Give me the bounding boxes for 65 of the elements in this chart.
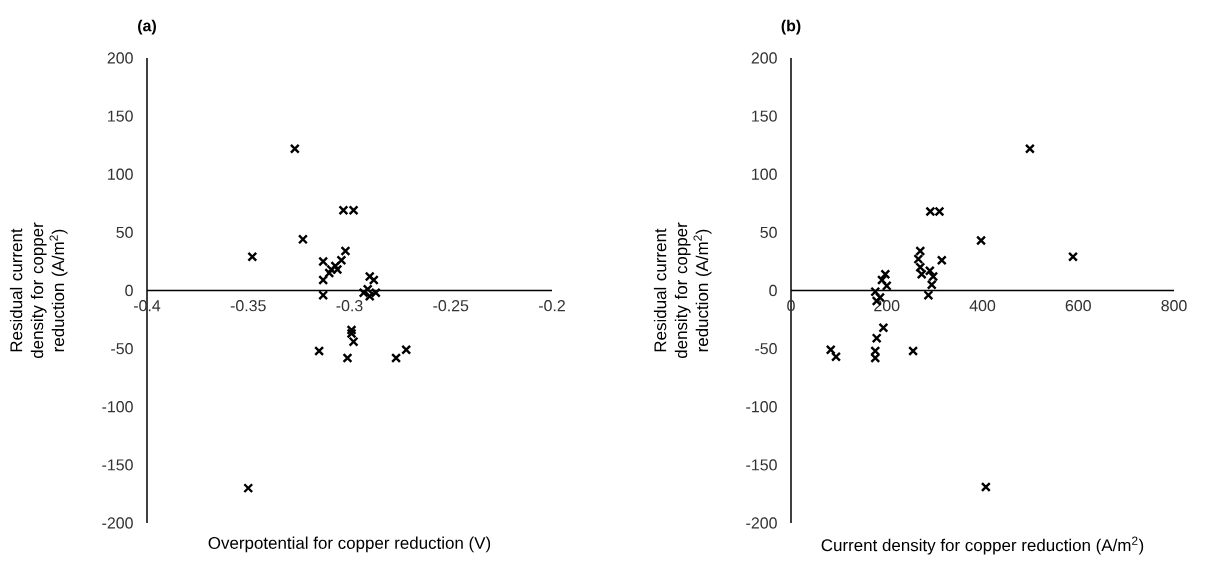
x-tick-label: -0.35 xyxy=(230,300,266,312)
point xyxy=(297,234,309,245)
point xyxy=(923,290,934,301)
x-tick-label: -0.3 xyxy=(336,300,363,312)
x-tick-label: -0.25 xyxy=(433,300,469,312)
point xyxy=(871,333,882,344)
x-tick-label: -0.2 xyxy=(538,300,565,312)
x-tick-label: 400 xyxy=(969,300,996,312)
point xyxy=(1024,143,1035,154)
point xyxy=(368,274,379,286)
point xyxy=(318,274,329,286)
y-tick-label: -150 xyxy=(102,459,133,471)
point xyxy=(364,271,375,282)
x-axis-title: Overpotential for copper reduction (V) xyxy=(208,536,491,553)
y-tick-label: 50 xyxy=(116,226,133,239)
y-tick-label: -100 xyxy=(746,401,777,413)
chart-title: (b) xyxy=(781,19,801,35)
point xyxy=(348,336,359,347)
y-tick-label: 100 xyxy=(752,168,777,180)
point xyxy=(975,235,987,246)
point xyxy=(880,269,891,280)
point xyxy=(936,255,947,266)
point xyxy=(908,345,919,357)
point xyxy=(878,322,889,333)
y-tick-label: 0 xyxy=(769,284,777,297)
point xyxy=(336,255,347,266)
point xyxy=(247,251,258,262)
point xyxy=(318,290,329,301)
point xyxy=(830,351,842,362)
x-tick-label: 800 xyxy=(1161,300,1187,312)
y-tick-label: -150 xyxy=(746,459,777,471)
y-tick-label: 150 xyxy=(752,110,777,122)
y-tick-label: -50 xyxy=(755,342,777,355)
point xyxy=(881,280,892,291)
y-tick-label: 100 xyxy=(108,168,133,180)
y-tick-label: 0 xyxy=(125,284,133,297)
point xyxy=(870,286,881,297)
point xyxy=(390,352,402,364)
point xyxy=(342,352,353,364)
y-tick-label: -50 xyxy=(111,342,133,355)
y-tick-label: -200 xyxy=(102,517,133,529)
x-axis-title: Current density for copper reduction (A/m$^{2}$) xyxy=(821,536,1144,555)
point xyxy=(340,245,351,257)
point xyxy=(314,345,325,357)
point xyxy=(289,143,300,154)
point xyxy=(346,324,357,336)
point xyxy=(401,344,412,355)
point xyxy=(915,245,926,257)
point xyxy=(926,279,937,290)
point xyxy=(318,256,329,267)
y-tick-label: 200 xyxy=(751,52,777,64)
y-tick-label: 150 xyxy=(108,110,133,122)
point xyxy=(825,344,836,355)
y-tick-label: 50 xyxy=(760,226,777,239)
y-tick-label: -200 xyxy=(746,517,777,529)
point xyxy=(1067,251,1079,262)
y-tick-label: -100 xyxy=(102,401,133,413)
point xyxy=(346,328,357,339)
y-tick-label: 200 xyxy=(107,52,133,64)
chart-title: (a) xyxy=(138,19,156,35)
point xyxy=(243,483,254,494)
point xyxy=(980,481,991,493)
point xyxy=(913,254,924,265)
point xyxy=(876,274,888,286)
x-tick-label: 600 xyxy=(1065,300,1091,312)
